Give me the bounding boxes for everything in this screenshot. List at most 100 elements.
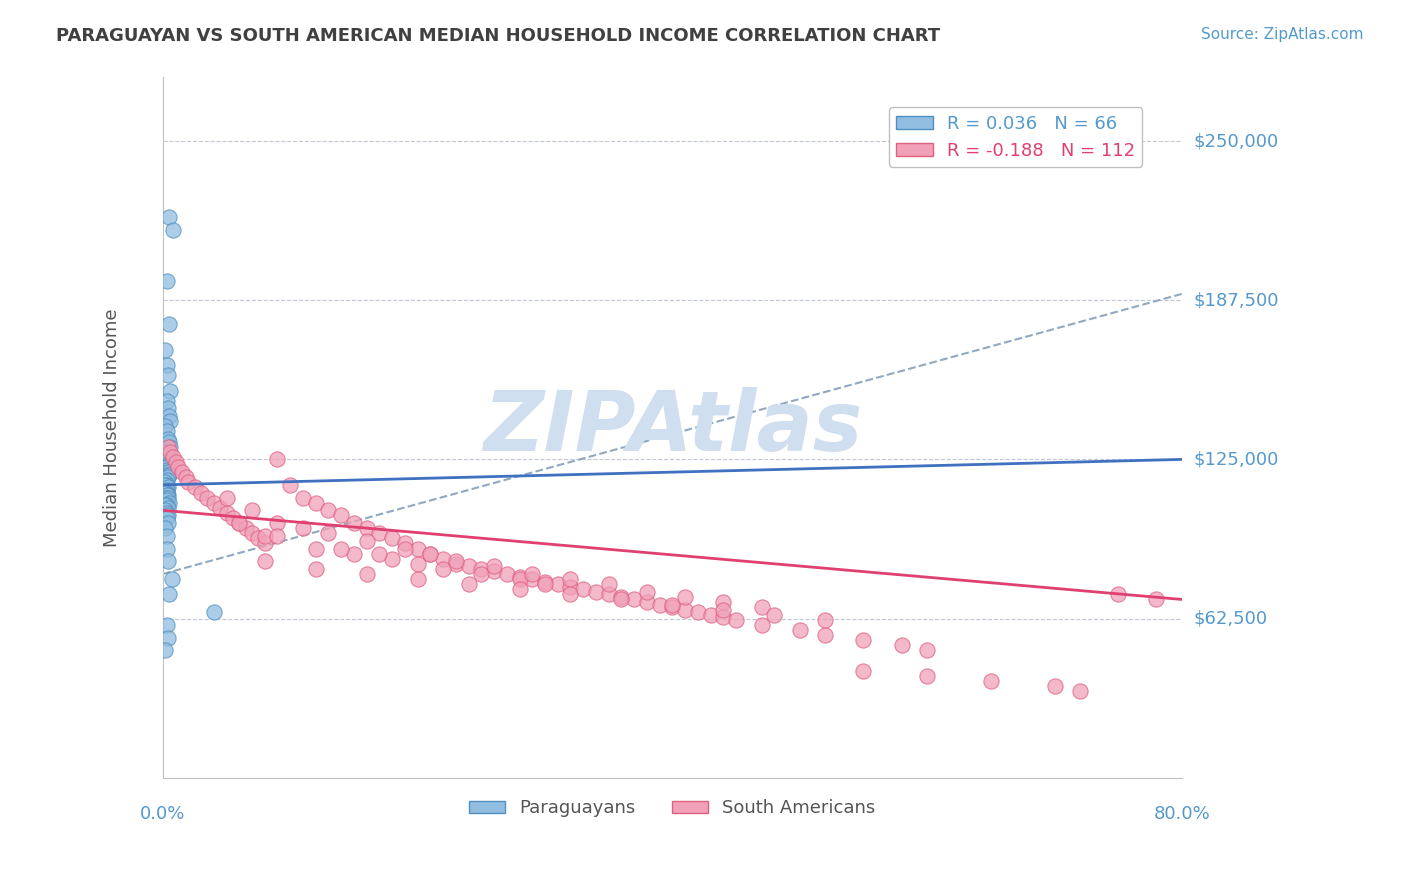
Point bbox=[598, 587, 620, 601]
Point bbox=[177, 475, 200, 490]
Point bbox=[157, 318, 180, 332]
Point bbox=[661, 600, 683, 615]
Point bbox=[1144, 592, 1167, 607]
Point bbox=[648, 598, 671, 612]
Point bbox=[156, 516, 179, 530]
Point bbox=[432, 562, 454, 576]
Point bbox=[598, 577, 620, 591]
Point bbox=[253, 536, 276, 550]
Point bbox=[202, 496, 225, 510]
Point bbox=[711, 610, 734, 624]
Point bbox=[763, 607, 786, 622]
Point bbox=[751, 618, 773, 632]
Point bbox=[291, 521, 314, 535]
Point bbox=[343, 516, 366, 530]
Point bbox=[610, 592, 633, 607]
Point bbox=[159, 440, 181, 454]
Point bbox=[156, 440, 179, 454]
Text: ZIPAtlas: ZIPAtlas bbox=[482, 387, 862, 468]
Point bbox=[156, 541, 179, 556]
Point bbox=[508, 582, 530, 597]
Point bbox=[156, 493, 179, 508]
Point bbox=[155, 498, 177, 512]
Point bbox=[156, 478, 179, 492]
Text: PARAGUAYAN VS SOUTH AMERICAN MEDIAN HOUSEHOLD INCOME CORRELATION CHART: PARAGUAYAN VS SOUTH AMERICAN MEDIAN HOUS… bbox=[56, 27, 941, 45]
Point bbox=[157, 587, 180, 601]
Point bbox=[156, 368, 179, 383]
Point bbox=[711, 602, 734, 616]
Point bbox=[572, 582, 595, 597]
Point bbox=[470, 562, 492, 576]
Point bbox=[155, 475, 177, 490]
Point bbox=[789, 623, 811, 637]
Point bbox=[356, 533, 378, 548]
Point bbox=[814, 613, 837, 627]
Point bbox=[235, 521, 257, 535]
Point bbox=[673, 602, 696, 616]
Point bbox=[209, 500, 232, 515]
Point bbox=[155, 521, 177, 535]
Point bbox=[156, 467, 179, 482]
Point bbox=[318, 503, 340, 517]
Point bbox=[394, 541, 416, 556]
Point bbox=[156, 432, 179, 446]
Point bbox=[368, 526, 391, 541]
Point bbox=[534, 577, 557, 591]
Point bbox=[157, 434, 180, 449]
Point bbox=[814, 628, 837, 642]
Point bbox=[522, 572, 544, 586]
Point bbox=[156, 358, 179, 372]
Point bbox=[159, 384, 181, 398]
Point bbox=[470, 566, 492, 581]
Point bbox=[240, 526, 263, 541]
Text: Source: ZipAtlas.com: Source: ZipAtlas.com bbox=[1201, 27, 1364, 42]
Point bbox=[381, 551, 404, 566]
Point bbox=[156, 506, 179, 520]
Point bbox=[547, 577, 569, 591]
Point bbox=[686, 605, 709, 619]
Point bbox=[1107, 587, 1129, 601]
Point bbox=[278, 478, 301, 492]
Point bbox=[157, 409, 180, 423]
Text: Median Household Income: Median Household Income bbox=[103, 309, 121, 547]
Text: $250,000: $250,000 bbox=[1194, 132, 1278, 150]
Point bbox=[852, 664, 875, 678]
Point bbox=[157, 465, 180, 479]
Point bbox=[156, 462, 179, 476]
Point bbox=[167, 460, 190, 475]
Point bbox=[915, 669, 938, 683]
Point bbox=[156, 470, 179, 484]
Point bbox=[560, 587, 582, 601]
Point bbox=[560, 580, 582, 594]
Point bbox=[699, 607, 721, 622]
Point bbox=[183, 480, 205, 494]
Point bbox=[623, 592, 645, 607]
Point bbox=[155, 460, 177, 475]
Point bbox=[305, 496, 328, 510]
Point bbox=[157, 467, 180, 482]
Point bbox=[228, 516, 250, 530]
Point bbox=[508, 572, 530, 586]
Point bbox=[165, 455, 187, 469]
Point bbox=[432, 551, 454, 566]
Point bbox=[159, 414, 181, 428]
Point bbox=[156, 447, 179, 461]
Point bbox=[159, 444, 181, 458]
Point bbox=[156, 485, 179, 500]
Point bbox=[162, 450, 184, 464]
Point bbox=[444, 554, 467, 568]
Point bbox=[156, 554, 179, 568]
Point bbox=[711, 595, 734, 609]
Point bbox=[156, 460, 179, 475]
Point bbox=[156, 452, 179, 467]
Point bbox=[156, 393, 179, 408]
Point bbox=[240, 503, 263, 517]
Point bbox=[406, 541, 429, 556]
Point bbox=[156, 465, 179, 479]
Point bbox=[247, 532, 270, 546]
Point bbox=[162, 223, 184, 237]
Point bbox=[444, 557, 467, 571]
Point bbox=[266, 516, 288, 530]
Point bbox=[356, 566, 378, 581]
Point bbox=[318, 526, 340, 541]
